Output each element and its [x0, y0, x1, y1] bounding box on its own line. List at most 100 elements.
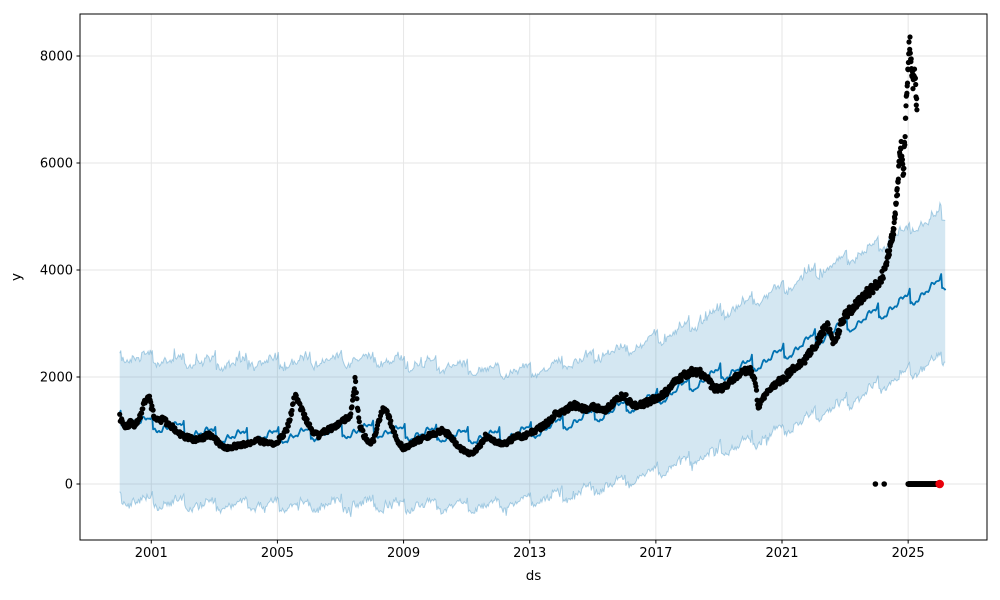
history-point [307, 421, 313, 427]
history-point [901, 165, 907, 171]
history-point [354, 396, 360, 402]
history-point [753, 387, 760, 393]
history-point [901, 171, 907, 177]
history-point [349, 404, 355, 410]
history-point [678, 377, 684, 383]
history-point [280, 433, 287, 439]
history-point [914, 107, 920, 113]
history-point [137, 415, 143, 421]
history-point [821, 331, 827, 337]
history-point [752, 375, 758, 381]
history-point [817, 338, 823, 344]
history-point [377, 417, 383, 423]
uncertainty-band-upper-edge [119, 201, 946, 380]
history-point [903, 115, 909, 121]
x-tick-label: 2001 [135, 546, 168, 561]
history-point [285, 423, 291, 429]
y-tick-label: 4000 [40, 263, 73, 278]
history-point [348, 411, 354, 417]
history-point [891, 219, 897, 226]
history-point [825, 321, 831, 327]
history-point [388, 418, 394, 424]
axes-layer: 2001 2005 2009 2013 2017 2021 2025 0 2000 4000 600… [40, 49, 925, 561]
zero-value-point [881, 481, 887, 487]
history-point [749, 368, 755, 374]
history-point [398, 440, 404, 447]
x-axis-label: ds [525, 568, 542, 584]
history-point [623, 392, 629, 398]
history-point [352, 374, 358, 381]
history-point [126, 424, 132, 430]
history-point [907, 34, 913, 40]
x-tick-label: 2017 [639, 546, 672, 561]
history-point [913, 81, 919, 88]
history-point [284, 428, 290, 434]
history-point [904, 90, 910, 96]
history-point [886, 252, 892, 258]
y-axis-label: y [8, 273, 25, 281]
history-point [911, 66, 918, 72]
history-point [150, 407, 156, 413]
zero-value-point [872, 481, 879, 487]
history-point [914, 96, 920, 102]
history-point [362, 432, 368, 438]
history-point [907, 50, 913, 56]
history-point [353, 378, 359, 385]
history-point [802, 360, 808, 366]
y-tick-label: 0 [65, 477, 73, 492]
history-point [288, 411, 294, 417]
history-points [117, 34, 920, 458]
history-point [304, 416, 310, 422]
history-point [866, 293, 872, 299]
x-tick-label: 2025 [892, 546, 925, 561]
history-point [906, 39, 912, 45]
history-point [910, 86, 916, 92]
history-point [371, 438, 377, 444]
history-point [289, 407, 295, 414]
history-point [891, 231, 897, 238]
history-point [870, 290, 876, 296]
history-point [355, 407, 361, 413]
history-point [895, 176, 902, 182]
history-point [912, 75, 919, 81]
history-point [893, 200, 899, 206]
history-point [353, 390, 359, 396]
history-point [896, 163, 902, 169]
uncertainty-band-lower-edge [119, 351, 946, 518]
history-point [899, 157, 906, 163]
y-tick-label: 2000 [40, 370, 73, 385]
history-point [139, 410, 145, 416]
y-tick-label: 6000 [40, 156, 73, 171]
history-point [837, 328, 843, 334]
history-point [878, 279, 885, 285]
history-point [351, 386, 357, 392]
history-point [356, 419, 362, 425]
history-point [891, 226, 897, 232]
history-point [884, 259, 890, 265]
history-point [841, 319, 847, 325]
history-point [287, 417, 293, 423]
uncertainty-band [119, 202, 946, 517]
history-point [894, 192, 901, 198]
history-point [904, 80, 911, 86]
plot-border [79, 13, 988, 541]
latest-point [935, 479, 944, 489]
history-point [902, 142, 908, 148]
history-point [913, 102, 919, 108]
history-point [387, 414, 393, 420]
history-point [290, 401, 296, 407]
x-tick-label: 2009 [387, 546, 420, 561]
history-point [903, 103, 909, 109]
grid-layer [80, 14, 987, 540]
history-point [350, 397, 356, 403]
history-point [894, 186, 900, 192]
history-point [140, 406, 146, 412]
history-point [117, 411, 123, 417]
history-point [887, 247, 893, 254]
history-point [880, 275, 886, 281]
x-tick-label: 2013 [513, 546, 546, 561]
history-point [902, 134, 908, 140]
history-point [892, 211, 899, 217]
history-point [908, 56, 914, 62]
